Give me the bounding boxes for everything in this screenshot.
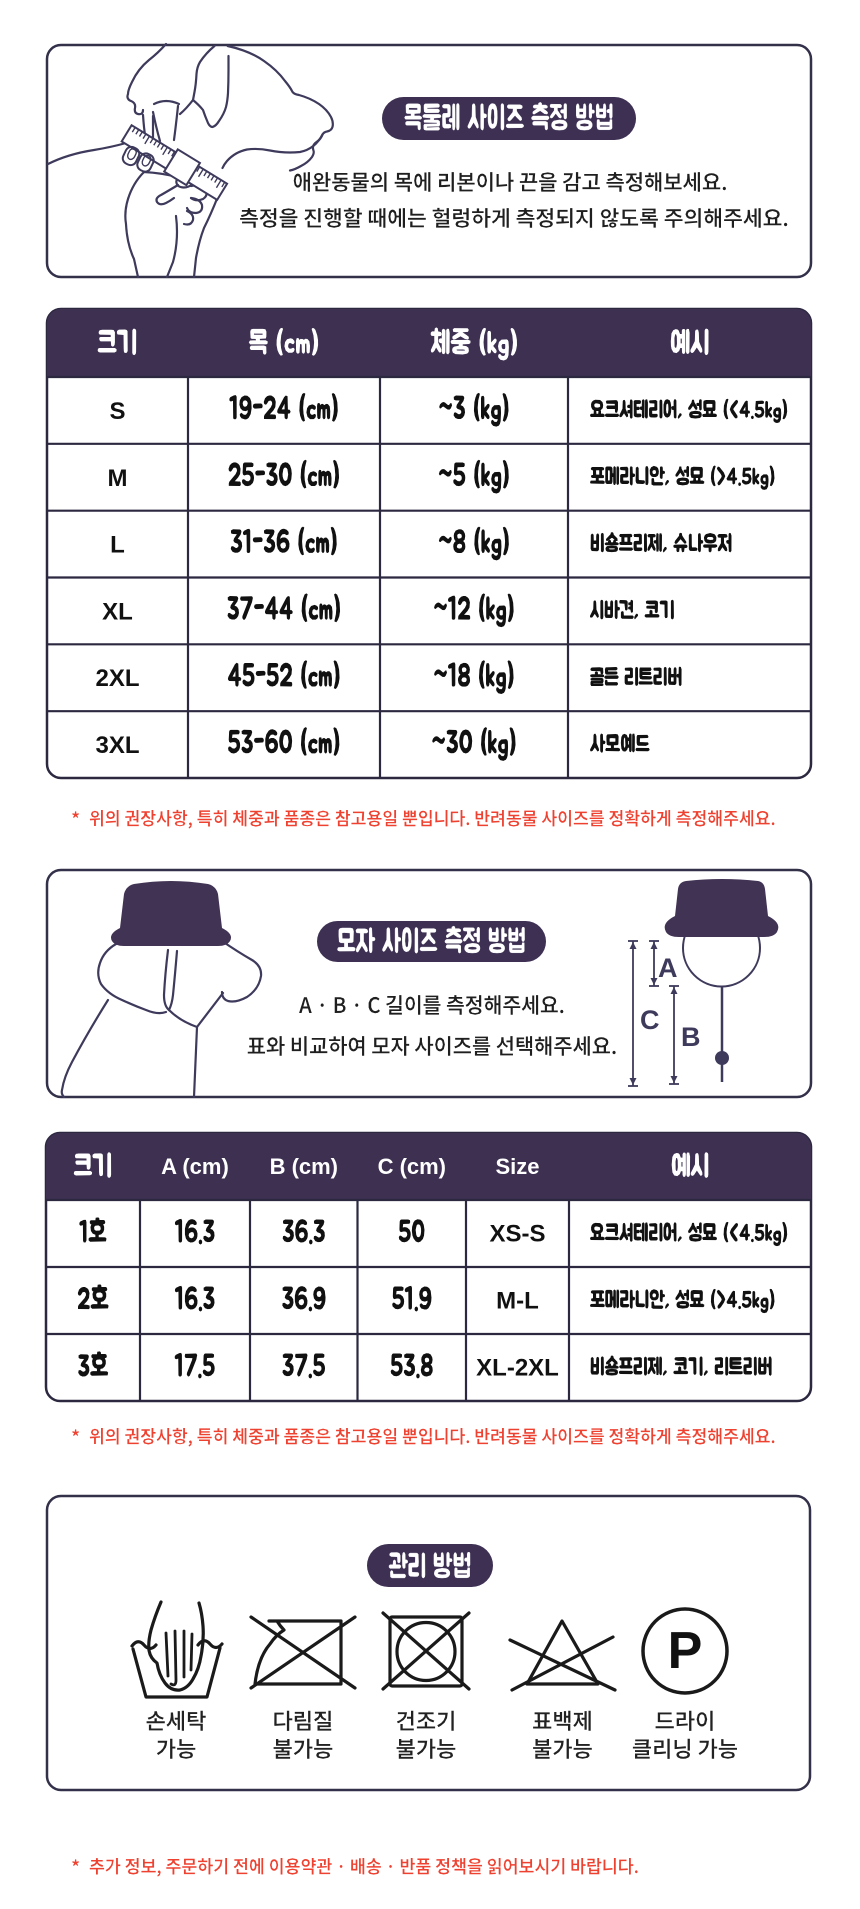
svg-text:C (cm): C (cm) <box>378 1154 446 1179</box>
svg-text:XL-2XL: XL-2XL <box>476 1355 559 1382</box>
svg-text:L: L <box>110 532 125 559</box>
svg-text:M-L: M-L <box>496 1288 539 1315</box>
svg-text:2XL: 2XL <box>95 665 139 692</box>
svg-text:B: B <box>681 1022 701 1052</box>
svg-text:XS-S: XS-S <box>489 1221 545 1248</box>
svg-text:A (cm): A (cm) <box>161 1154 229 1179</box>
svg-text:M: M <box>108 465 128 492</box>
svg-text:B (cm): B (cm) <box>270 1154 338 1179</box>
svg-text:C: C <box>640 1005 660 1035</box>
svg-text:A: A <box>658 953 678 983</box>
svg-text:XL: XL <box>102 598 133 625</box>
svg-text:P: P <box>668 1622 703 1680</box>
svg-text:S: S <box>109 398 125 425</box>
svg-text:3XL: 3XL <box>95 732 139 759</box>
svg-text:Size: Size <box>495 1154 539 1179</box>
